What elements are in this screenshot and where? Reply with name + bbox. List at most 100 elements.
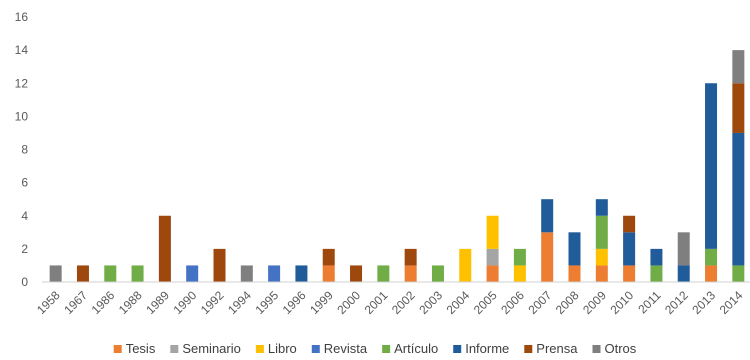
bar-segment <box>486 215 499 249</box>
x-tick-label: 2011 <box>635 288 663 316</box>
legend-swatch <box>592 345 601 353</box>
legend-label: Tesis <box>126 341 156 356</box>
bar-segment <box>705 83 718 249</box>
x-tick-label: 1967 <box>61 288 90 317</box>
y-tick-label: 6 <box>21 176 28 190</box>
legend-label: Seminario <box>182 341 241 356</box>
y-tick-label: 16 <box>15 10 29 24</box>
bar-segment <box>595 248 608 266</box>
x-tick-label: 2005 <box>471 288 500 317</box>
bar-segment <box>677 265 690 282</box>
bar-segment <box>513 265 526 282</box>
y-tick-label: 4 <box>21 209 28 223</box>
bar-segment <box>104 265 117 282</box>
bar-segment <box>541 199 554 233</box>
bar-segment <box>213 248 226 282</box>
x-tick-label: 1988 <box>116 288 145 317</box>
x-tick-label: 1995 <box>252 288 281 317</box>
bar-segment <box>568 232 581 266</box>
y-tick-label: 12 <box>15 76 29 90</box>
bar-segment <box>705 248 718 266</box>
bar-segment <box>486 265 499 282</box>
bar-segment <box>732 265 745 282</box>
legend-swatch <box>113 345 122 353</box>
bar-segment <box>131 265 144 282</box>
bar-segment <box>623 265 636 282</box>
y-tick-label: 14 <box>15 43 29 57</box>
bar-segment <box>541 232 554 282</box>
legend-label: Otros <box>605 341 637 356</box>
x-tick-label: 2000 <box>334 288 363 317</box>
bar-segment <box>459 248 472 282</box>
bar-segment <box>732 132 745 266</box>
bar-segment <box>595 215 608 249</box>
legend-label: Prensa <box>536 341 578 356</box>
x-tick-label: 2007 <box>526 288 555 317</box>
x-tick-label: 2003 <box>416 288 445 317</box>
x-tick-label: 2004 <box>444 288 473 317</box>
x-tick-label: 2001 <box>362 288 391 317</box>
legend-swatch <box>170 345 179 353</box>
bar-segment <box>295 265 308 282</box>
legend-swatch <box>453 345 462 353</box>
legend-swatch <box>524 345 533 353</box>
x-axis: 1958196719861988198919901992199419951996… <box>34 288 746 317</box>
bar-segment <box>595 265 608 282</box>
y-tick-label: 0 <box>21 275 28 289</box>
bar-segment <box>623 232 636 266</box>
x-tick-label: 1989 <box>143 288 172 317</box>
bars <box>49 50 745 282</box>
x-tick-label: 1986 <box>89 288 118 317</box>
legend-label: Revista <box>324 341 368 356</box>
x-tick-label: 1994 <box>225 288 254 317</box>
bar-segment <box>322 265 335 282</box>
bar-segment <box>732 83 745 133</box>
bar-segment <box>568 265 581 282</box>
bar-segment <box>76 265 89 282</box>
y-axis: 0 2 4 6 8 10 12 14 16 <box>15 10 29 289</box>
bar-segment <box>595 199 608 216</box>
y-tick-label: 10 <box>15 109 29 123</box>
legend-swatch <box>255 345 264 353</box>
x-tick-label: 2013 <box>689 288 718 317</box>
bar-segment <box>186 265 199 282</box>
legend-swatch <box>311 345 320 353</box>
bar-segment <box>650 265 663 282</box>
legend-label: Libro <box>268 341 297 356</box>
x-tick-label: 1990 <box>171 288 200 317</box>
x-tick-label: 2002 <box>389 288 418 317</box>
bar-segment <box>350 265 363 282</box>
x-tick-label: 1999 <box>307 288 336 317</box>
bar-segment <box>322 248 335 266</box>
bar-segment <box>486 248 499 266</box>
y-tick-label: 8 <box>21 143 28 157</box>
bar-segment <box>49 265 62 282</box>
bar-segment <box>240 265 253 282</box>
x-tick-label: 2010 <box>607 288 636 317</box>
x-tick-label: 1996 <box>280 288 309 317</box>
bar-segment <box>513 248 526 266</box>
x-tick-label: 2009 <box>580 288 609 317</box>
bar-segment <box>158 215 171 282</box>
bar-segment <box>404 248 417 266</box>
bar-segment <box>404 265 417 282</box>
bar-segment <box>377 265 390 282</box>
x-tick-label: 2008 <box>553 288 582 317</box>
x-tick-label: 2014 <box>717 288 746 317</box>
legend-label: Artículo <box>394 341 438 356</box>
x-tick-label: 1992 <box>198 288 227 317</box>
legend-swatch <box>382 345 391 353</box>
legend-label: Informe <box>465 341 509 356</box>
bar-segment <box>705 265 718 282</box>
bar-segment <box>677 232 690 266</box>
x-tick-label: 2006 <box>498 288 527 317</box>
bar-segment <box>268 265 281 282</box>
legend: Tesis Seminario Libro Revista Artículo Inform… <box>113 341 637 356</box>
x-tick-label: 2012 <box>662 288 691 317</box>
bar-segment <box>623 215 636 233</box>
bar-segment <box>732 50 745 84</box>
bar-segment <box>431 265 444 282</box>
x-tick-label: 1958 <box>34 288 63 317</box>
bar-segment <box>650 248 663 266</box>
